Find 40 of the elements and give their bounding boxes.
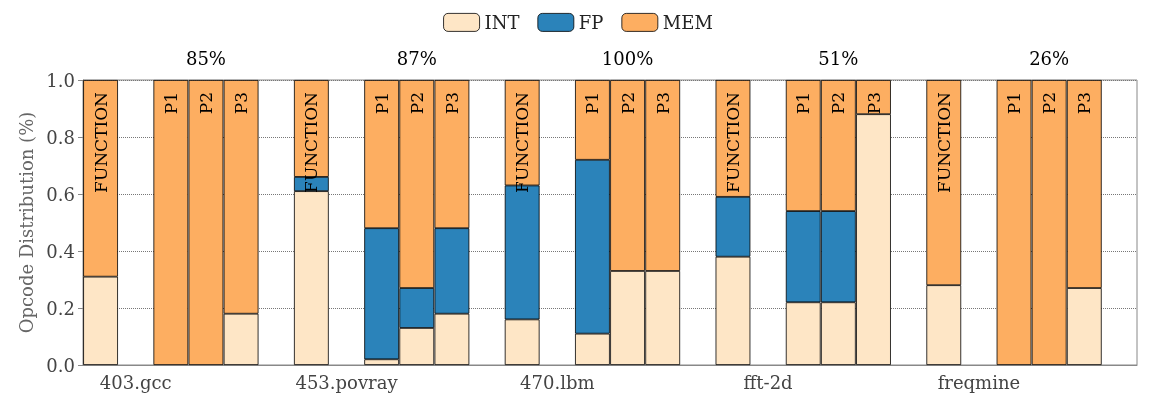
text: 26% [1029, 47, 1070, 69]
x-tick-label: 470.lbm [520, 371, 595, 393]
data-label: P3 [1074, 92, 1095, 115]
data-label: P3 [441, 92, 462, 115]
x-tick-label: 403.gcc [99, 371, 172, 393]
data-label: FUNCTION [512, 91, 533, 193]
x-tick-label: freqmine [937, 371, 1021, 393]
legend-label: INT [484, 11, 520, 33]
text: 87% [396, 47, 437, 69]
data-label: P2 [1039, 92, 1060, 115]
y-tick-label: 1.0 [46, 69, 75, 91]
legend-label: MEM [662, 11, 713, 33]
x-tick-label: fft-2d [743, 371, 793, 393]
data-label: P1 [793, 92, 814, 115]
data-label: FUNCTION [301, 91, 322, 193]
data-label: P3 [231, 92, 252, 115]
y-tick-label: 0.0 [46, 354, 75, 376]
data-label: FUNCTION [722, 91, 743, 193]
text: 51% [818, 47, 859, 69]
data-label: P1 [371, 92, 392, 115]
data-label: P3 [652, 92, 673, 115]
data-label: P3 [863, 92, 884, 115]
data-label: FUNCTION [90, 91, 111, 193]
y-tick-label: 0.6 [46, 183, 75, 205]
data-label: P1 [1004, 92, 1025, 115]
text: 100% [601, 47, 654, 69]
data-label: P2 [617, 92, 638, 115]
data-label: P1 [582, 92, 603, 115]
data-label: P2 [195, 92, 216, 115]
x-tick-label: 453.povray [295, 371, 399, 393]
data-label: FUNCTION [933, 91, 954, 193]
data-label: P2 [828, 92, 849, 115]
data-label: P2 [406, 92, 427, 115]
text: 85% [185, 47, 226, 69]
y-tick-label: 0.4 [46, 240, 75, 262]
legend-label: FP [578, 11, 604, 33]
data-label: P1 [160, 92, 181, 115]
y-tick-label: 0.2 [46, 297, 75, 319]
y-axis-title: Opcode Distribution (%) [15, 111, 37, 334]
y-tick-label: 0.8 [46, 126, 75, 148]
